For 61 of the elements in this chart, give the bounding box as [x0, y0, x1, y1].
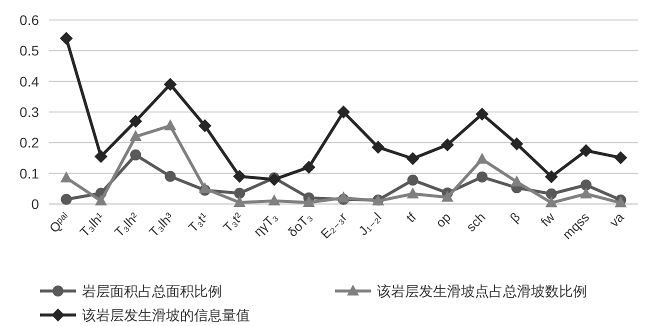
point: [268, 194, 280, 206]
legend-item: 该岩层发生滑坡点占总滑坡数比例: [335, 283, 587, 299]
point: [94, 150, 108, 163]
x-tick-label: op: [432, 210, 454, 230]
point: [337, 106, 350, 118]
x-tick-label: fw: [538, 209, 558, 230]
point: [302, 160, 316, 174]
point: [440, 138, 454, 152]
point: [476, 172, 488, 183]
y-tick-label: 0.6: [20, 12, 40, 28]
point: [164, 170, 176, 182]
point: [580, 179, 592, 190]
point: [233, 170, 246, 183]
x-tick-label: tf: [403, 209, 420, 226]
point: [60, 194, 72, 205]
point: [407, 174, 418, 186]
point: [130, 130, 142, 142]
y-tick-label: 0.2: [20, 134, 40, 151]
legend-label: 该岩层发生滑坡点占总滑坡数比例: [377, 283, 587, 299]
point: [580, 144, 593, 158]
point: [60, 32, 73, 45]
point: [338, 191, 350, 202]
point: [614, 151, 628, 164]
point: [441, 190, 454, 202]
x-tick-label: Qᵖᵃˡ: [46, 210, 72, 236]
legend-label: 该岩层发生滑坡的信息量值: [82, 307, 250, 323]
point: [164, 78, 177, 91]
point: [94, 194, 107, 206]
point: [129, 114, 142, 128]
point: [130, 149, 142, 160]
y-tick-label: 0.1: [20, 165, 40, 182]
point: [234, 196, 246, 207]
point: [544, 170, 558, 184]
x-tick-label: ηγT₃: [250, 210, 280, 240]
legend-item: 该岩层发生滑坡的信息量值: [40, 307, 250, 323]
x-tick-label: T₃t²: [220, 209, 246, 236]
point: [580, 187, 592, 198]
point: [268, 172, 281, 186]
point: [545, 196, 558, 208]
y-tick-label: 0.4: [20, 73, 40, 90]
legend-item: 岩层面积占总面积比例: [40, 283, 222, 299]
point: [546, 188, 557, 200]
point: [476, 108, 489, 121]
y-tick-label: 0: [31, 196, 40, 212]
x-tick-label: T₃t¹: [185, 209, 212, 236]
point: [198, 182, 211, 194]
point: [510, 137, 524, 150]
point: [406, 152, 420, 166]
point: [234, 188, 246, 199]
x-tick-label: va: [606, 208, 628, 230]
x-tick-label: δoT₃: [284, 210, 315, 240]
y-tick-label: 0.3: [20, 104, 40, 120]
point: [198, 119, 212, 132]
point: [372, 140, 385, 154]
legend-label: 岩层面积占总面积比例: [82, 283, 222, 299]
point: [302, 196, 315, 207]
point: [406, 187, 419, 198]
x-tick-label: sch: [463, 210, 488, 234]
point: [164, 119, 176, 130]
y-tick-label: 0.5: [20, 42, 40, 59]
x-tick-label: β: [506, 210, 523, 226]
